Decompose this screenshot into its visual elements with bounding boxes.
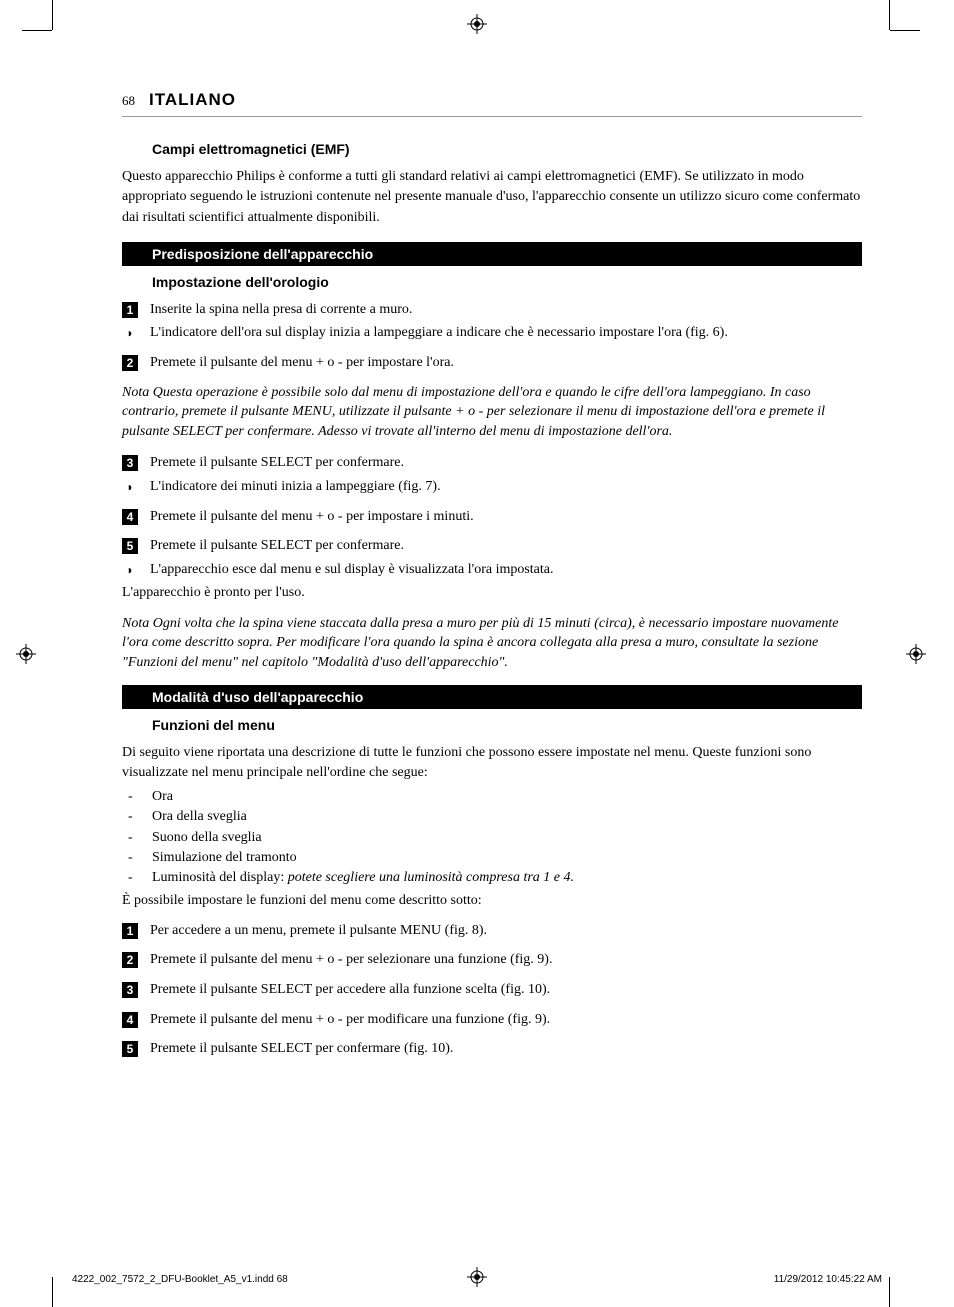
footer: 4222_002_7572_2_DFU-Booklet_A5_v1.indd 6… bbox=[72, 1274, 882, 1285]
step-number-badge: 2 bbox=[122, 952, 138, 968]
arrow-icon: ◗ bbox=[122, 479, 138, 496]
crop-mark bbox=[889, 0, 890, 30]
registration-mark-icon bbox=[906, 644, 926, 664]
step-item: 1 Inserite la spina nella presa di corre… bbox=[122, 300, 862, 320]
heading-emf: Campi elettromagnetici (EMF) bbox=[152, 141, 862, 157]
list-item: -Simulazione del tramonto bbox=[122, 848, 862, 868]
heading-impostazione-orologio: Impostazione dell'orologio bbox=[152, 274, 862, 290]
step-number-badge: 4 bbox=[122, 509, 138, 525]
step-number-badge: 4 bbox=[122, 1012, 138, 1028]
step-item: 5 Premete il pulsante SELECT per conferm… bbox=[122, 536, 862, 556]
list-item-text: Luminosità del display: potete scegliere… bbox=[152, 868, 862, 888]
footer-file: 4222_002_7572_2_DFU-Booklet_A5_v1.indd 6… bbox=[72, 1274, 288, 1285]
step-item: 1 Per accedere a un menu, premete il pul… bbox=[122, 921, 862, 941]
section-bar-predisposizione: Predisposizione dell'apparecchio bbox=[122, 242, 862, 266]
list-item: -Ora bbox=[122, 787, 862, 807]
registration-mark-icon bbox=[16, 644, 36, 664]
result-text: L'indicatore dei minuti inizia a lampegg… bbox=[150, 477, 862, 497]
step-item: 5 Premete il pulsante SELECT per conferm… bbox=[122, 1039, 862, 1059]
funzioni-outro: È possibile impostare le funzioni del me… bbox=[122, 891, 862, 911]
step-number-badge: 3 bbox=[122, 982, 138, 998]
list-item: -Ora della sveglia bbox=[122, 807, 862, 827]
list-item: -Suono della sveglia bbox=[122, 828, 862, 848]
language-title: ITALIANO bbox=[149, 90, 236, 109]
result-bullet: ◗ L'apparecchio esce dal menu e sul disp… bbox=[122, 560, 862, 580]
step-text: Premete il pulsante del menu + o - per s… bbox=[150, 950, 862, 970]
step-item: 2 Premete il pulsante del menu + o - per… bbox=[122, 950, 862, 970]
dash-icon: - bbox=[122, 787, 152, 807]
list-item-text: Suono della sveglia bbox=[152, 828, 862, 848]
dash-icon: - bbox=[122, 807, 152, 827]
step-item: 4 Premete il pulsante del menu + o - per… bbox=[122, 507, 862, 527]
step-text: Premete il pulsante SELECT per accedere … bbox=[150, 980, 862, 1000]
step-item: 3 Premete il pulsante SELECT per conferm… bbox=[122, 453, 862, 473]
step-item: 3 Premete il pulsante SELECT per acceder… bbox=[122, 980, 862, 1000]
arrow-icon: ◗ bbox=[122, 562, 138, 579]
step-text: Premete il pulsante del menu + o - per i… bbox=[150, 353, 862, 373]
funzioni-intro: Di seguito viene riportata una descrizio… bbox=[122, 743, 862, 784]
section-bar-modalita: Modalità d'uso dell'apparecchio bbox=[122, 685, 862, 709]
heading-funzioni-menu: Funzioni del menu bbox=[152, 717, 862, 733]
list-item: -Luminosità del display: potete sceglier… bbox=[122, 868, 862, 888]
step-number-badge: 5 bbox=[122, 538, 138, 554]
page-number: 68 bbox=[122, 93, 135, 108]
arrow-icon: ◗ bbox=[122, 325, 138, 342]
ready-text: L'apparecchio è pronto per l'uso. bbox=[122, 583, 862, 603]
crop-mark bbox=[889, 1277, 890, 1307]
list-item-text: Ora della sveglia bbox=[152, 807, 862, 827]
list-item-text: Simulazione del tramonto bbox=[152, 848, 862, 868]
result-text: L'indicatore dell'ora sul display inizia… bbox=[150, 323, 862, 343]
step-text: Inserite la spina nella presa di corrent… bbox=[150, 300, 862, 320]
menu-function-list: -Ora -Ora della sveglia -Suono della sve… bbox=[122, 787, 862, 888]
crop-mark bbox=[890, 30, 920, 31]
result-bullet: ◗ L'indicatore dei minuti inizia a lampe… bbox=[122, 477, 862, 497]
step-text: Premete il pulsante del menu + o - per m… bbox=[150, 1010, 862, 1030]
note-text: Nota Ogni volta che la spina viene stacc… bbox=[122, 614, 862, 673]
crop-mark bbox=[52, 0, 53, 30]
page-content: 68 ITALIANO Campi elettromagnetici (EMF)… bbox=[122, 90, 862, 1069]
footer-datetime: 11/29/2012 10:45:22 AM bbox=[774, 1274, 882, 1285]
step-text: Premete il pulsante SELECT per confermar… bbox=[150, 1039, 862, 1059]
step-number-badge: 3 bbox=[122, 455, 138, 471]
result-bullet: ◗ L'indicatore dell'ora sul display iniz… bbox=[122, 323, 862, 343]
note-text: Nota Questa operazione è possibile solo … bbox=[122, 383, 862, 442]
crop-mark bbox=[22, 30, 52, 31]
dash-icon: - bbox=[122, 828, 152, 848]
result-text: L'apparecchio esce dal menu e sul displa… bbox=[150, 560, 862, 580]
step-item: 4 Premete il pulsante del menu + o - per… bbox=[122, 1010, 862, 1030]
list-item-prefix: Luminosità del display: bbox=[152, 870, 288, 885]
registration-mark-icon bbox=[467, 14, 487, 34]
page-header: 68 ITALIANO bbox=[122, 90, 862, 117]
dash-icon: - bbox=[122, 868, 152, 888]
step-text: Premete il pulsante SELECT per confermar… bbox=[150, 453, 862, 473]
step-text: Premete il pulsante SELECT per confermar… bbox=[150, 536, 862, 556]
step-text: Per accedere a un menu, premete il pulsa… bbox=[150, 921, 862, 941]
step-text: Premete il pulsante del menu + o - per i… bbox=[150, 507, 862, 527]
step-number-badge: 1 bbox=[122, 923, 138, 939]
crop-mark bbox=[52, 1277, 53, 1307]
step-number-badge: 5 bbox=[122, 1041, 138, 1057]
step-number-badge: 2 bbox=[122, 355, 138, 371]
dash-icon: - bbox=[122, 848, 152, 868]
list-item-italic: potete scegliere una luminosità compresa… bbox=[288, 870, 574, 885]
emf-paragraph: Questo apparecchio Philips è conforme a … bbox=[122, 167, 862, 228]
step-item: 2 Premete il pulsante del menu + o - per… bbox=[122, 353, 862, 373]
list-item-text: Ora bbox=[152, 787, 862, 807]
step-number-badge: 1 bbox=[122, 302, 138, 318]
